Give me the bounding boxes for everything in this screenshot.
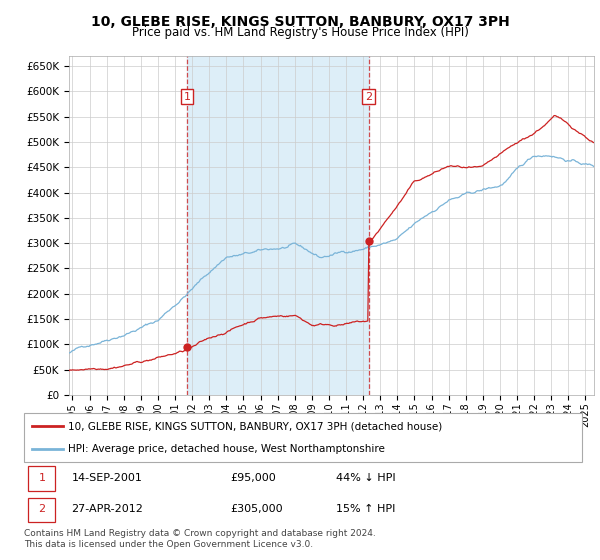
Text: 27-APR-2012: 27-APR-2012 [71,505,143,515]
Text: 1: 1 [38,473,46,483]
Text: 15% ↑ HPI: 15% ↑ HPI [337,505,396,515]
Bar [187,56,368,395]
Text: £95,000: £95,000 [230,473,276,483]
Text: 10, GLEBE RISE, KINGS SUTTON, BANBURY, OX17 3PH (detached house): 10, GLEBE RISE, KINGS SUTTON, BANBURY, O… [68,421,442,431]
Text: HPI: Average price, detached house, West Northamptonshire: HPI: Average price, detached house, West… [68,444,385,454]
Text: Price paid vs. HM Land Registry's House Price Index (HPI): Price paid vs. HM Land Registry's House … [131,26,469,39]
FancyBboxPatch shape [28,498,55,522]
Text: 2: 2 [38,505,46,515]
FancyBboxPatch shape [24,413,582,462]
FancyBboxPatch shape [28,466,55,491]
Text: £305,000: £305,000 [230,505,283,515]
Text: 10, GLEBE RISE, KINGS SUTTON, BANBURY, OX17 3PH: 10, GLEBE RISE, KINGS SUTTON, BANBURY, O… [91,15,509,29]
Text: Contains HM Land Registry data © Crown copyright and database right 2024.
This d: Contains HM Land Registry data © Crown c… [24,529,376,549]
Text: 44% ↓ HPI: 44% ↓ HPI [337,473,396,483]
Text: 2: 2 [365,92,372,102]
Text: 1: 1 [184,92,191,102]
Text: 14-SEP-2001: 14-SEP-2001 [71,473,142,483]
